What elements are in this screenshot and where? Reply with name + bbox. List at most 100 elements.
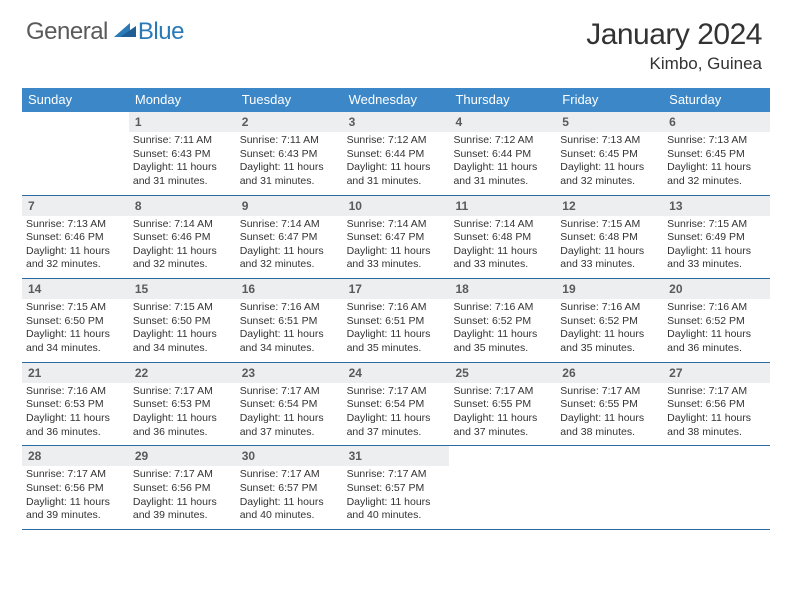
daylight-line: Daylight: 11 hours and 31 minutes. (453, 161, 552, 188)
day-cell: 17Sunrise: 7:16 AMSunset: 6:51 PMDayligh… (343, 279, 450, 362)
day-cell: 1Sunrise: 7:11 AMSunset: 6:43 PMDaylight… (129, 112, 236, 195)
sunrise-line: Sunrise: 7:17 AM (667, 385, 766, 399)
day-cell: 4Sunrise: 7:12 AMSunset: 6:44 PMDaylight… (449, 112, 556, 195)
logo-text-general: General (26, 18, 108, 46)
daylight-line: Daylight: 11 hours and 32 minutes. (240, 245, 339, 272)
day-number: 28 (22, 446, 129, 466)
sunrise-line: Sunrise: 7:17 AM (240, 385, 339, 399)
sunset-line: Sunset: 6:56 PM (26, 482, 125, 496)
weekday-header: Saturday (663, 88, 770, 112)
calendar: SundayMondayTuesdayWednesdayThursdayFrid… (22, 88, 770, 530)
day-cell: 8Sunrise: 7:14 AMSunset: 6:46 PMDaylight… (129, 196, 236, 279)
day-body: Sunrise: 7:12 AMSunset: 6:44 PMDaylight:… (343, 132, 450, 195)
sunrise-line: Sunrise: 7:14 AM (133, 218, 232, 232)
day-cell: 16Sunrise: 7:16 AMSunset: 6:51 PMDayligh… (236, 279, 343, 362)
day-cell (449, 446, 556, 529)
daylight-line: Daylight: 11 hours and 37 minutes. (240, 412, 339, 439)
day-body (449, 466, 556, 524)
sunrise-line: Sunrise: 7:15 AM (667, 218, 766, 232)
weekday-header: Friday (556, 88, 663, 112)
weekday-header: Monday (129, 88, 236, 112)
daylight-line: Daylight: 11 hours and 32 minutes. (560, 161, 659, 188)
sunset-line: Sunset: 6:50 PM (26, 315, 125, 329)
day-body: Sunrise: 7:12 AMSunset: 6:44 PMDaylight:… (449, 132, 556, 195)
sunrise-line: Sunrise: 7:15 AM (560, 218, 659, 232)
day-cell (556, 446, 663, 529)
sunset-line: Sunset: 6:43 PM (133, 148, 232, 162)
sunrise-line: Sunrise: 7:13 AM (26, 218, 125, 232)
daylight-line: Daylight: 11 hours and 39 minutes. (133, 496, 232, 523)
sunset-line: Sunset: 6:56 PM (667, 398, 766, 412)
sunrise-line: Sunrise: 7:12 AM (453, 134, 552, 148)
day-body: Sunrise: 7:17 AMSunset: 6:55 PMDaylight:… (556, 383, 663, 446)
daylight-line: Daylight: 11 hours and 34 minutes. (26, 328, 125, 355)
sunrise-line: Sunrise: 7:15 AM (26, 301, 125, 315)
sunset-line: Sunset: 6:47 PM (347, 231, 446, 245)
day-cell: 9Sunrise: 7:14 AMSunset: 6:47 PMDaylight… (236, 196, 343, 279)
sunset-line: Sunset: 6:51 PM (347, 315, 446, 329)
logo-text-blue: Blue (138, 18, 184, 46)
sunset-line: Sunset: 6:45 PM (560, 148, 659, 162)
page-title: January 2024 (586, 18, 762, 52)
daylight-line: Daylight: 11 hours and 37 minutes. (347, 412, 446, 439)
day-cell: 6Sunrise: 7:13 AMSunset: 6:45 PMDaylight… (663, 112, 770, 195)
day-cell: 2Sunrise: 7:11 AMSunset: 6:43 PMDaylight… (236, 112, 343, 195)
day-cell: 28Sunrise: 7:17 AMSunset: 6:56 PMDayligh… (22, 446, 129, 529)
day-cell (22, 112, 129, 195)
day-number: 26 (556, 363, 663, 383)
daylight-line: Daylight: 11 hours and 31 minutes. (240, 161, 339, 188)
day-number: 25 (449, 363, 556, 383)
sunrise-line: Sunrise: 7:16 AM (560, 301, 659, 315)
daylight-line: Daylight: 11 hours and 36 minutes. (133, 412, 232, 439)
day-number: 18 (449, 279, 556, 299)
sunset-line: Sunset: 6:55 PM (453, 398, 552, 412)
day-cell: 20Sunrise: 7:16 AMSunset: 6:52 PMDayligh… (663, 279, 770, 362)
day-body: Sunrise: 7:11 AMSunset: 6:43 PMDaylight:… (236, 132, 343, 195)
day-body: Sunrise: 7:15 AMSunset: 6:48 PMDaylight:… (556, 216, 663, 279)
daylight-line: Daylight: 11 hours and 40 minutes. (347, 496, 446, 523)
sunrise-line: Sunrise: 7:15 AM (133, 301, 232, 315)
sunrise-line: Sunrise: 7:17 AM (347, 468, 446, 482)
day-number: 24 (343, 363, 450, 383)
day-body: Sunrise: 7:17 AMSunset: 6:54 PMDaylight:… (236, 383, 343, 446)
day-number (556, 446, 663, 466)
sunset-line: Sunset: 6:52 PM (560, 315, 659, 329)
daylight-line: Daylight: 11 hours and 34 minutes. (240, 328, 339, 355)
daylight-line: Daylight: 11 hours and 33 minutes. (453, 245, 552, 272)
day-body: Sunrise: 7:13 AMSunset: 6:45 PMDaylight:… (663, 132, 770, 195)
sunrise-line: Sunrise: 7:17 AM (133, 468, 232, 482)
sunrise-line: Sunrise: 7:14 AM (453, 218, 552, 232)
location-label: Kimbo, Guinea (586, 54, 762, 74)
day-cell: 26Sunrise: 7:17 AMSunset: 6:55 PMDayligh… (556, 363, 663, 446)
sunset-line: Sunset: 6:55 PM (560, 398, 659, 412)
sunset-line: Sunset: 6:46 PM (26, 231, 125, 245)
day-body: Sunrise: 7:16 AMSunset: 6:51 PMDaylight:… (236, 299, 343, 362)
day-cell: 21Sunrise: 7:16 AMSunset: 6:53 PMDayligh… (22, 363, 129, 446)
day-cell: 10Sunrise: 7:14 AMSunset: 6:47 PMDayligh… (343, 196, 450, 279)
sunset-line: Sunset: 6:48 PM (453, 231, 552, 245)
day-body: Sunrise: 7:17 AMSunset: 6:57 PMDaylight:… (343, 466, 450, 529)
day-cell: 23Sunrise: 7:17 AMSunset: 6:54 PMDayligh… (236, 363, 343, 446)
day-cell: 12Sunrise: 7:15 AMSunset: 6:48 PMDayligh… (556, 196, 663, 279)
day-number: 14 (22, 279, 129, 299)
day-body: Sunrise: 7:17 AMSunset: 6:54 PMDaylight:… (343, 383, 450, 446)
week-row: 7Sunrise: 7:13 AMSunset: 6:46 PMDaylight… (22, 196, 770, 280)
day-body: Sunrise: 7:13 AMSunset: 6:45 PMDaylight:… (556, 132, 663, 195)
sunrise-line: Sunrise: 7:16 AM (347, 301, 446, 315)
day-number: 5 (556, 112, 663, 132)
day-cell: 31Sunrise: 7:17 AMSunset: 6:57 PMDayligh… (343, 446, 450, 529)
day-cell: 18Sunrise: 7:16 AMSunset: 6:52 PMDayligh… (449, 279, 556, 362)
sunset-line: Sunset: 6:57 PM (347, 482, 446, 496)
weekday-header: Sunday (22, 88, 129, 112)
day-cell: 13Sunrise: 7:15 AMSunset: 6:49 PMDayligh… (663, 196, 770, 279)
day-cell: 5Sunrise: 7:13 AMSunset: 6:45 PMDaylight… (556, 112, 663, 195)
sunset-line: Sunset: 6:48 PM (560, 231, 659, 245)
daylight-line: Daylight: 11 hours and 38 minutes. (560, 412, 659, 439)
day-cell: 24Sunrise: 7:17 AMSunset: 6:54 PMDayligh… (343, 363, 450, 446)
day-number: 1 (129, 112, 236, 132)
day-number: 15 (129, 279, 236, 299)
daylight-line: Daylight: 11 hours and 33 minutes. (560, 245, 659, 272)
day-body: Sunrise: 7:16 AMSunset: 6:51 PMDaylight:… (343, 299, 450, 362)
day-number: 4 (449, 112, 556, 132)
daylight-line: Daylight: 11 hours and 35 minutes. (453, 328, 552, 355)
